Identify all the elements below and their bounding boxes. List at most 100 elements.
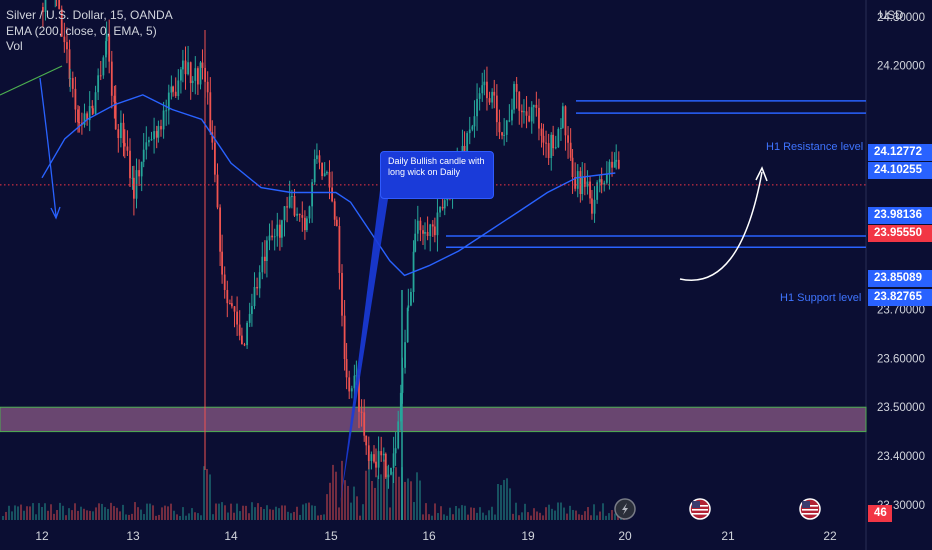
volume-bar <box>290 513 292 520</box>
volume-indicator-label[interactable]: Vol <box>6 39 23 53</box>
candle-body <box>155 131 158 138</box>
us-flag-icon[interactable] <box>689 498 711 520</box>
volume-bar <box>164 505 166 520</box>
volume-bar <box>518 515 520 520</box>
candle-body <box>328 171 331 188</box>
volume-bar <box>272 509 274 520</box>
candle-body <box>520 110 523 113</box>
volume-bar <box>191 508 193 520</box>
down-arrow-head <box>50 206 61 220</box>
volume-bar <box>419 480 421 520</box>
candle-body <box>91 106 94 109</box>
candle-body <box>370 454 373 461</box>
candle-body <box>581 176 584 195</box>
candle-body <box>86 113 88 121</box>
volume-bar <box>56 510 58 520</box>
ema-indicator-label[interactable]: EMA (200, close, 0, EMA, 5) <box>6 23 157 38</box>
candle-body <box>105 41 107 58</box>
volume-bar <box>443 514 445 520</box>
volume-bar <box>350 502 352 520</box>
volume-bar <box>410 481 412 520</box>
candle-body <box>431 224 434 227</box>
volume-bar <box>497 483 499 520</box>
candle-body <box>571 157 574 177</box>
candle-body <box>108 34 111 62</box>
candle-body <box>133 177 135 199</box>
candle-body <box>273 236 276 238</box>
volume-bar <box>230 503 232 520</box>
candle-body <box>579 171 582 195</box>
candle-body <box>463 145 466 153</box>
candle-body <box>343 315 346 360</box>
candle-body <box>508 120 511 122</box>
volume-bar <box>206 469 208 520</box>
volume-bar <box>134 502 136 520</box>
volume-bar <box>209 474 211 520</box>
candle-body <box>248 313 251 323</box>
volume-bar <box>224 505 226 520</box>
candle-body <box>266 240 268 261</box>
candle-body <box>380 451 383 456</box>
volume-bar <box>155 515 157 520</box>
candle-body <box>525 111 528 116</box>
volume-bar <box>71 510 73 520</box>
volume-bar <box>566 513 568 520</box>
volume-bar <box>590 515 592 520</box>
candle-body <box>162 110 165 130</box>
candle-body <box>138 170 140 177</box>
volume-bar <box>29 506 31 520</box>
flash-icon[interactable] <box>614 498 636 520</box>
candle-body <box>135 170 138 199</box>
volume-bar <box>473 507 475 520</box>
volume-bar <box>380 474 382 520</box>
candle-body <box>576 171 579 189</box>
volume-bar <box>422 514 424 520</box>
candle-body <box>416 220 419 234</box>
candle-body <box>436 212 439 236</box>
candle-body <box>564 106 567 136</box>
candle-body <box>276 224 279 237</box>
volume-bar <box>416 472 418 520</box>
candle-body <box>187 62 189 75</box>
candle-body <box>538 107 540 129</box>
candle-body <box>600 179 603 185</box>
volume-bar <box>386 466 388 520</box>
callout-box[interactable]: Daily Bullish candle with long wick on D… <box>380 151 494 199</box>
candle-body <box>99 75 102 77</box>
volume-bar <box>236 503 238 520</box>
candle-body <box>473 116 476 127</box>
volume-bar <box>95 507 97 520</box>
candle-body <box>44 0 47 12</box>
volume-bar <box>170 503 172 520</box>
us-flag-icon[interactable] <box>799 498 821 520</box>
volume-bar <box>131 513 133 520</box>
x-tick-label: 15 <box>324 529 338 543</box>
volume-bar <box>110 502 112 520</box>
x-tick-label: 16 <box>422 529 436 543</box>
candle-body <box>583 176 586 187</box>
candle-body <box>390 467 392 475</box>
candle-body <box>288 196 291 208</box>
candle-body <box>110 61 113 96</box>
volume-bar <box>455 505 457 520</box>
price-tag-support-lower: 23.82765 <box>868 289 932 306</box>
candle-body <box>77 109 79 123</box>
volume-bar <box>320 514 322 520</box>
candle-body <box>261 256 264 273</box>
support-label[interactable]: H1 Support level <box>780 292 862 304</box>
volume-bar <box>284 505 286 520</box>
candle-body <box>231 303 233 307</box>
symbol-title[interactable]: Silver / U.S. Dollar, 15, OANDA <box>6 8 173 22</box>
candle-body <box>394 448 397 454</box>
ema-line <box>41 94 616 277</box>
volume-bar <box>233 512 235 520</box>
candle-body <box>503 134 506 136</box>
volume-bar <box>332 464 334 520</box>
resistance-label[interactable]: H1 Resistance level <box>766 141 864 153</box>
candle-body <box>258 272 261 289</box>
candle-body <box>481 85 484 94</box>
volume-bar <box>146 503 148 520</box>
candle-body <box>535 104 538 108</box>
